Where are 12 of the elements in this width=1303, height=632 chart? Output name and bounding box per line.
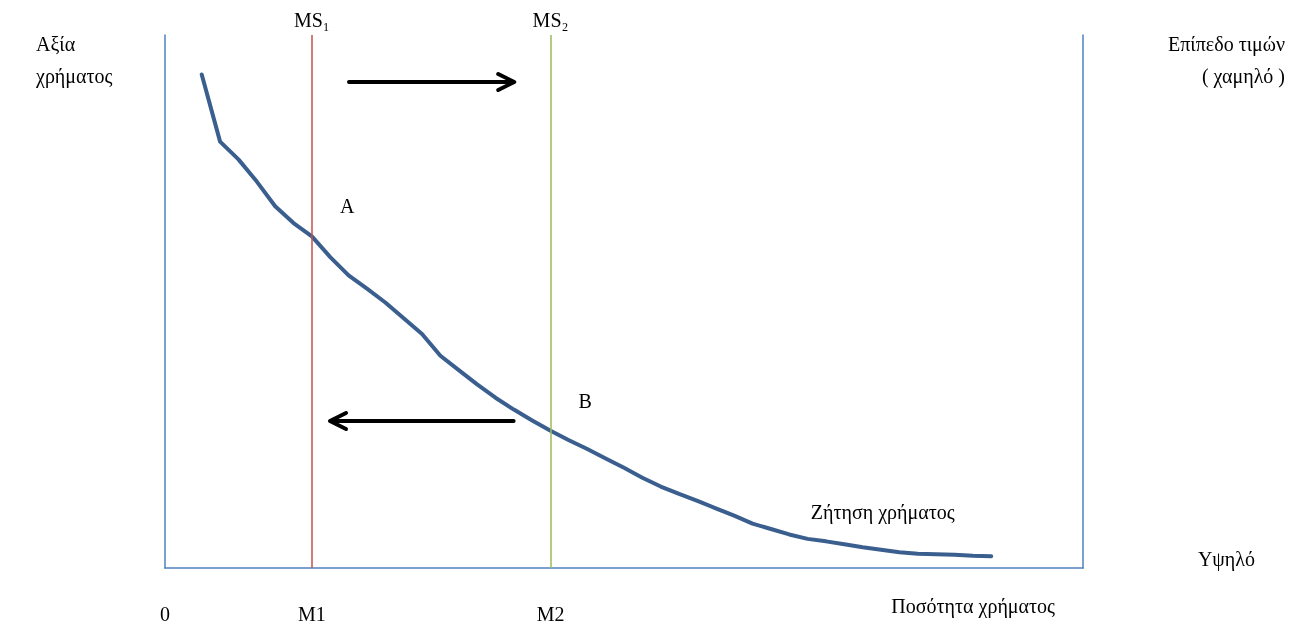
x-tick-label: M2 bbox=[536, 603, 565, 625]
x-axis-title: Ποσότητα χρήματος bbox=[891, 595, 1056, 618]
series-label: Ζήτηση χρήματος bbox=[810, 501, 955, 525]
text: Υψηλό bbox=[1197, 548, 1255, 571]
annotation: B bbox=[578, 389, 592, 412]
x-tick-label: M1 bbox=[297, 603, 326, 625]
y-axis-title: Αξία χρήματος bbox=[35, 33, 113, 88]
y2-axis-title: Επίπεδο τιμών ( χαμηλό ) bbox=[1168, 33, 1285, 88]
ref-line-label: MS₁ bbox=[293, 9, 330, 31]
x-tick-label: 0 bbox=[160, 603, 170, 625]
annotation: A bbox=[339, 195, 355, 218]
ref-line-label: MS₂ bbox=[532, 9, 569, 31]
